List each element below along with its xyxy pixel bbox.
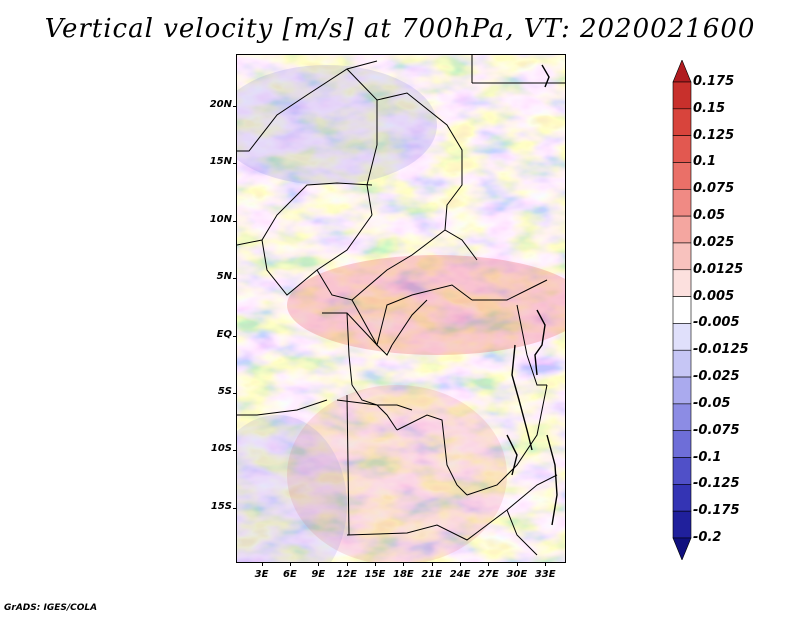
lat-tick-label: 20N [209, 98, 232, 110]
lat-tick [233, 392, 237, 394]
lon-tick [261, 562, 263, 566]
lat-tick-label: 15S [210, 500, 232, 512]
colorbar-tick-label: -0.125 [693, 476, 740, 492]
lat-tick-label: 5S [217, 385, 232, 397]
lat-tick [233, 335, 237, 337]
descent-region [237, 65, 437, 185]
lon-tick-label: 9E [311, 569, 326, 580]
lon-tick [545, 562, 547, 566]
lon-tick-label: 24E [449, 569, 471, 580]
colorbar-bin [672, 188, 692, 217]
lon-tick [403, 562, 405, 566]
colorbar-tick-label: 0.0125 [693, 261, 744, 277]
lakes-coastline [506, 64, 558, 526]
colorbar-bin [672, 135, 692, 163]
ascent-region [287, 255, 565, 355]
lat-tick [233, 220, 237, 222]
colorbar-tick-label: 0.025 [693, 234, 735, 250]
colorbar-tick-label: -0.025 [693, 369, 740, 385]
lon-tick-label: 15E [364, 569, 386, 580]
lat-tick [233, 450, 237, 452]
colorbar-bin [672, 457, 692, 485]
colorbar-bin [672, 430, 692, 458]
colorbar-tick-label: -0.175 [693, 503, 740, 519]
lon-tick [460, 562, 462, 566]
colorbar-bin [672, 323, 692, 351]
lon-tick [346, 562, 348, 566]
colorbar [672, 60, 692, 560]
grads-credit: GrADS: IGES/COLA [4, 603, 98, 613]
lon-tick [488, 562, 490, 566]
colorbar-tick-label: 0.05 [693, 208, 726, 224]
lon-tick [289, 562, 291, 566]
colorbar-bin [672, 60, 692, 83]
lon-tick-label: 18E [392, 569, 414, 580]
colorbar-tick-label: 0.1 [693, 154, 717, 170]
lon-tick [374, 562, 376, 566]
colorbar-tick-label: 0.005 [693, 288, 735, 304]
colorbar-bin [672, 269, 692, 297]
lat-tick-label: 15N [209, 156, 232, 168]
colorbar-bin [672, 510, 692, 539]
lat-tick [233, 105, 237, 107]
lon-tick-label: 12E [336, 569, 357, 580]
colorbar-bin [672, 162, 692, 190]
map-field [237, 55, 565, 562]
colorbar-bin [672, 296, 692, 324]
ascent-region-south [287, 385, 507, 562]
plot-title: Vertical velocity [m/s] at 700hPa, VT: 2… [44, 14, 756, 44]
lat-tick-label: EQ [216, 328, 232, 340]
lon-tick-label: 6E [282, 569, 297, 580]
colorbar-tick-label: -0.075 [693, 422, 740, 438]
lon-tick-label: 27E [478, 569, 499, 580]
colorbar-tick-label: -0.005 [693, 315, 740, 331]
lat-tick-label: 5N [216, 271, 232, 283]
colorbar-bin [672, 81, 692, 110]
colorbar-tick-label: -0.05 [693, 395, 731, 411]
colorbar-bin [672, 349, 692, 378]
colorbar-bin [672, 242, 692, 271]
colorbar-tick-label: -0.1 [693, 449, 722, 465]
vertical-velocity-map [236, 54, 566, 563]
colorbar-tick-label: 0.075 [693, 181, 735, 197]
lon-tick-label: 3E [254, 569, 269, 580]
colorbar-tick-label: 0.15 [693, 100, 726, 116]
lat-tick [233, 163, 237, 165]
colorbar-tick-label: -0.0125 [693, 342, 749, 358]
country-borders [237, 55, 565, 556]
lat-tick-label: 10N [209, 213, 232, 225]
descent-region-sw [237, 415, 347, 562]
lon-tick [318, 562, 320, 566]
colorbar-bin [672, 108, 692, 136]
lat-tick [233, 278, 237, 280]
colorbar-tick-label: -0.2 [693, 530, 722, 545]
colorbar-bin [672, 376, 692, 405]
colorbar-tick-label: 0.125 [693, 127, 735, 143]
colorbar-bin [672, 484, 692, 512]
colorbar-bin [672, 403, 692, 432]
lon-tick [516, 562, 518, 566]
colorbar-bin [672, 537, 692, 560]
lon-tick-label: 21E [421, 569, 443, 580]
lon-tick-label: 33E [534, 569, 556, 580]
lon-tick [431, 562, 433, 566]
colorbar-tick-label: 0.175 [693, 74, 735, 89]
colorbar-bin [672, 215, 692, 244]
lon-tick-label: 30E [506, 569, 528, 580]
velocity-field [237, 55, 565, 562]
lat-tick-label: 10S [210, 443, 232, 455]
lat-tick [233, 507, 237, 509]
